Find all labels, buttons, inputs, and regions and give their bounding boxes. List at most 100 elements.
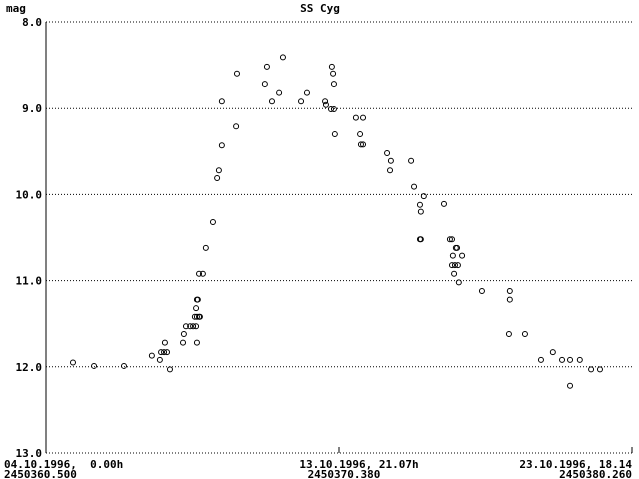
data-point bbox=[263, 63, 270, 70]
data-point bbox=[190, 323, 197, 330]
data-point bbox=[357, 131, 364, 138]
data-point bbox=[420, 193, 427, 200]
data-point bbox=[215, 167, 222, 174]
data-point bbox=[148, 352, 155, 359]
data-point bbox=[330, 81, 337, 88]
data-point bbox=[180, 331, 187, 338]
data-point bbox=[163, 349, 170, 356]
data-point bbox=[417, 236, 424, 243]
data-point bbox=[69, 359, 76, 366]
data-point bbox=[384, 150, 391, 157]
data-point bbox=[196, 313, 203, 320]
data-point bbox=[505, 331, 512, 338]
x-tick-date: 04.10.1996, 0.00h bbox=[4, 458, 123, 471]
data-point bbox=[303, 89, 310, 96]
data-point bbox=[161, 339, 168, 346]
data-point bbox=[360, 141, 367, 148]
y-tick-label: 11.0 bbox=[16, 275, 43, 288]
data-point bbox=[448, 236, 455, 243]
data-point bbox=[261, 81, 268, 88]
data-point bbox=[448, 262, 455, 269]
data-point bbox=[559, 356, 566, 363]
data-point bbox=[158, 349, 165, 356]
data-point bbox=[478, 287, 485, 294]
data-point bbox=[180, 339, 187, 346]
data-point bbox=[156, 356, 163, 363]
data-point bbox=[446, 236, 453, 243]
data-point bbox=[576, 356, 583, 363]
chart-title: SS Cyg bbox=[300, 2, 340, 15]
data-point bbox=[91, 362, 98, 369]
data-point bbox=[352, 114, 359, 121]
data-point bbox=[166, 366, 173, 373]
y-tick-label: 10.0 bbox=[16, 188, 43, 201]
data-point bbox=[454, 262, 461, 269]
data-point bbox=[196, 270, 203, 277]
data-point bbox=[193, 296, 200, 303]
x-tick-date: 23.10.1996, 18.14 bbox=[519, 458, 632, 471]
data-point bbox=[588, 366, 595, 373]
data-point bbox=[187, 323, 194, 330]
data-point bbox=[549, 349, 556, 356]
data-point bbox=[298, 98, 305, 105]
data-point bbox=[276, 89, 283, 96]
data-point bbox=[331, 131, 338, 138]
data-point bbox=[596, 366, 603, 373]
data-point bbox=[214, 175, 221, 182]
x-tick-label: 2450380.260 bbox=[559, 468, 632, 479]
data-point bbox=[454, 244, 461, 251]
y-axis-label: mag bbox=[6, 2, 26, 15]
y-tick-label: 12.0 bbox=[16, 361, 43, 374]
x-tick-label: 2450370.380 bbox=[308, 468, 381, 479]
data-point bbox=[233, 123, 240, 130]
data-point bbox=[322, 101, 329, 108]
data-point bbox=[416, 201, 423, 208]
data-point bbox=[411, 183, 418, 190]
data-point bbox=[537, 356, 544, 363]
data-point bbox=[330, 70, 337, 77]
data-point bbox=[455, 279, 462, 286]
data-point bbox=[417, 208, 424, 215]
data-point bbox=[440, 200, 447, 207]
data-point bbox=[199, 270, 206, 277]
data-point bbox=[408, 157, 415, 164]
data-point bbox=[218, 142, 225, 149]
data-point bbox=[567, 356, 574, 363]
data-point bbox=[120, 362, 127, 369]
data-point bbox=[193, 313, 200, 320]
data-point bbox=[387, 157, 394, 164]
data-point bbox=[209, 218, 216, 225]
data-point bbox=[328, 63, 335, 70]
data-point bbox=[506, 296, 513, 303]
data-point bbox=[567, 382, 574, 389]
data-point bbox=[387, 167, 394, 174]
data-point bbox=[357, 141, 364, 148]
x-tick-label: 2450360.500 bbox=[4, 468, 77, 479]
y-tick-label: 8.0 bbox=[22, 16, 42, 29]
data-point bbox=[327, 106, 334, 113]
data-point bbox=[202, 244, 209, 251]
data-point bbox=[451, 270, 458, 277]
data-point bbox=[161, 349, 168, 356]
data-point bbox=[449, 252, 456, 259]
data-point bbox=[193, 323, 200, 330]
data-point bbox=[218, 98, 225, 105]
y-tick-label: 13.0 bbox=[16, 447, 43, 460]
data-point bbox=[279, 54, 286, 61]
data-point bbox=[322, 98, 329, 105]
data-point bbox=[268, 98, 275, 105]
data-point bbox=[193, 339, 200, 346]
data-point bbox=[182, 323, 189, 330]
data-point bbox=[506, 287, 513, 294]
data-point bbox=[521, 331, 528, 338]
data-point bbox=[233, 70, 240, 77]
data-point bbox=[330, 106, 337, 113]
x-tick-date: 13.10.1996, 21.07h bbox=[299, 458, 418, 471]
data-point bbox=[193, 305, 200, 312]
data-point bbox=[459, 252, 466, 259]
data-point bbox=[451, 262, 458, 269]
data-point bbox=[360, 114, 367, 121]
y-tick-label: 9.0 bbox=[22, 102, 42, 115]
